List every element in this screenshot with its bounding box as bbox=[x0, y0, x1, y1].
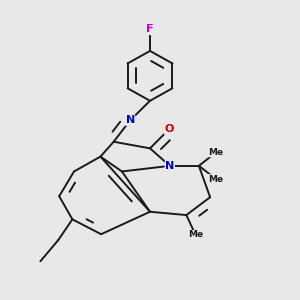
Text: Me: Me bbox=[208, 148, 224, 157]
Text: O: O bbox=[164, 124, 174, 134]
Text: Me: Me bbox=[208, 175, 224, 184]
Text: Me: Me bbox=[188, 230, 203, 239]
Text: F: F bbox=[146, 25, 154, 34]
Text: N: N bbox=[165, 161, 174, 171]
Text: N: N bbox=[126, 115, 135, 125]
